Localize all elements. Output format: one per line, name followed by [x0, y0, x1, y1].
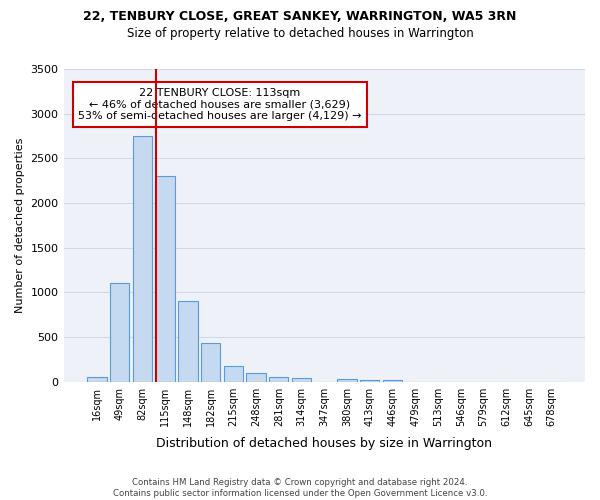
Bar — [201, 343, 220, 382]
Bar — [133, 136, 152, 382]
Text: 22 TENBURY CLOSE: 113sqm
← 46% of detached houses are smaller (3,629)
53% of sem: 22 TENBURY CLOSE: 113sqm ← 46% of detach… — [78, 88, 362, 121]
Y-axis label: Number of detached properties: Number of detached properties — [15, 138, 25, 313]
Text: Size of property relative to detached houses in Warrington: Size of property relative to detached ho… — [127, 28, 473, 40]
Bar — [383, 380, 402, 382]
Bar — [110, 284, 130, 382]
Bar — [224, 366, 243, 382]
Bar — [155, 176, 175, 382]
Bar — [337, 378, 356, 382]
X-axis label: Distribution of detached houses by size in Warrington: Distribution of detached houses by size … — [156, 437, 492, 450]
Bar — [87, 377, 107, 382]
Bar — [269, 376, 289, 382]
Bar — [247, 372, 266, 382]
Bar — [360, 380, 379, 382]
Text: 22, TENBURY CLOSE, GREAT SANKEY, WARRINGTON, WA5 3RN: 22, TENBURY CLOSE, GREAT SANKEY, WARRING… — [83, 10, 517, 23]
Text: Contains HM Land Registry data © Crown copyright and database right 2024.
Contai: Contains HM Land Registry data © Crown c… — [113, 478, 487, 498]
Bar — [292, 378, 311, 382]
Bar — [178, 302, 197, 382]
